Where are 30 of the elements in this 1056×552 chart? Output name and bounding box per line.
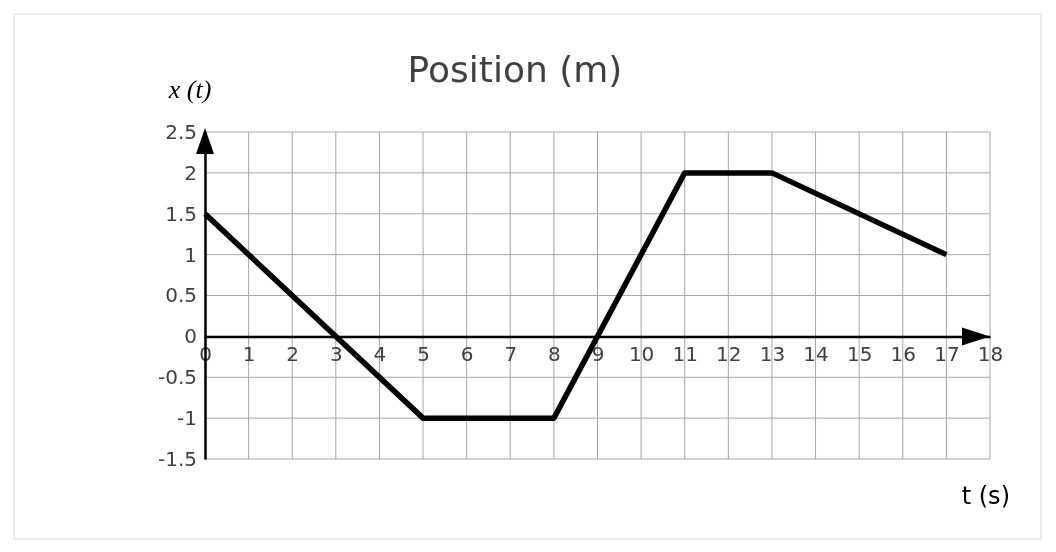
x-tick-label: 17	[934, 341, 960, 366]
x-tick-label: 10	[628, 341, 655, 366]
y-tick-label: 1.5	[165, 201, 197, 226]
x-tick-label: 9	[591, 341, 605, 366]
x-tick-label: 13	[759, 341, 786, 366]
x-tick-label: 5	[417, 341, 430, 366]
x-tick-label: 14	[803, 341, 829, 366]
x-tick-label: 4	[373, 341, 387, 366]
y-tick-label: -0.5	[157, 365, 197, 390]
y-axis-title: x (t)	[167, 75, 212, 104]
y-tick-label: 0.5	[165, 283, 197, 308]
x-tick-label: 8	[548, 341, 561, 366]
x-axis-title: t (s)	[961, 482, 1010, 510]
y-tick-label: 0	[184, 324, 197, 349]
y-tick-label: -1.5	[157, 446, 197, 471]
x-tick-label: 16	[890, 341, 916, 366]
x-tick-label: 7	[504, 341, 518, 366]
x-tick-label: 1	[242, 341, 256, 366]
x-tick-label: 2	[286, 341, 300, 366]
y-tick-label: -1	[177, 406, 197, 431]
x-tick-label: 18	[977, 341, 1004, 366]
x-tick-label: 11	[672, 341, 698, 366]
y-tick-label: 2	[184, 160, 197, 185]
y-tick-label: 2.5	[165, 119, 197, 144]
x-tick-label: 12	[716, 341, 742, 366]
x-tick-label: 15	[846, 341, 873, 366]
x-tick-label: 6	[460, 341, 474, 366]
y-tick-label: 1	[184, 242, 197, 267]
chart-title: Position (m)	[407, 49, 623, 90]
x-tick-label: 3	[329, 341, 343, 366]
